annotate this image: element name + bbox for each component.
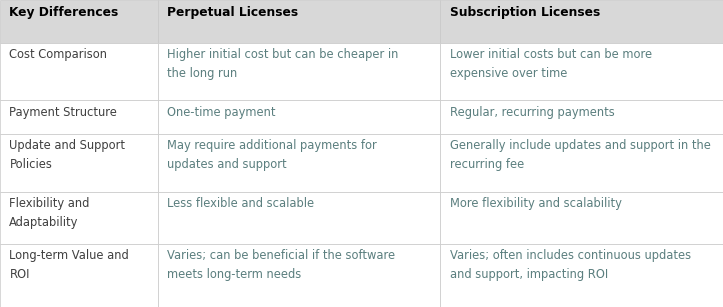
Text: Varies; often includes continuous updates
and support, impacting ROI: Varies; often includes continuous update… (450, 249, 691, 281)
Text: Long-term Value and
ROI: Long-term Value and ROI (9, 249, 129, 281)
Text: Less flexible and scalable: Less flexible and scalable (167, 197, 314, 210)
Text: May require additional payments for
updates and support: May require additional payments for upda… (167, 139, 377, 171)
Text: Perpetual Licenses: Perpetual Licenses (167, 6, 298, 18)
Bar (158, 134, 440, 192)
Text: Flexibility and
Adaptability: Flexibility and Adaptability (9, 197, 90, 229)
Bar (0, 244, 158, 307)
Bar (440, 43, 723, 100)
Text: Varies; can be beneficial if the software
meets long-term needs: Varies; can be beneficial if the softwar… (167, 249, 395, 281)
Text: Generally include updates and support in the
recurring fee: Generally include updates and support in… (450, 139, 711, 171)
Bar (0, 0, 158, 43)
Bar (158, 244, 440, 307)
Bar (440, 100, 723, 134)
Text: Payment Structure: Payment Structure (9, 106, 117, 119)
Bar (440, 192, 723, 244)
Text: Cost Comparison: Cost Comparison (9, 48, 108, 61)
Bar (158, 0, 440, 43)
Bar (158, 43, 440, 100)
Bar (0, 43, 158, 100)
Bar (0, 100, 158, 134)
Bar (440, 0, 723, 43)
Bar (440, 244, 723, 307)
Bar (440, 134, 723, 192)
Bar (0, 134, 158, 192)
Text: More flexibility and scalability: More flexibility and scalability (450, 197, 622, 210)
Bar (158, 192, 440, 244)
Text: Lower initial costs but can be more
expensive over time: Lower initial costs but can be more expe… (450, 48, 652, 80)
Bar (0, 192, 158, 244)
Text: Key Differences: Key Differences (9, 6, 119, 18)
Bar (158, 100, 440, 134)
Text: Higher initial cost but can be cheaper in
the long run: Higher initial cost but can be cheaper i… (167, 48, 398, 80)
Text: Regular, recurring payments: Regular, recurring payments (450, 106, 615, 119)
Text: Subscription Licenses: Subscription Licenses (450, 6, 600, 18)
Text: One-time payment: One-time payment (167, 106, 275, 119)
Text: Update and Support
Policies: Update and Support Policies (9, 139, 125, 171)
